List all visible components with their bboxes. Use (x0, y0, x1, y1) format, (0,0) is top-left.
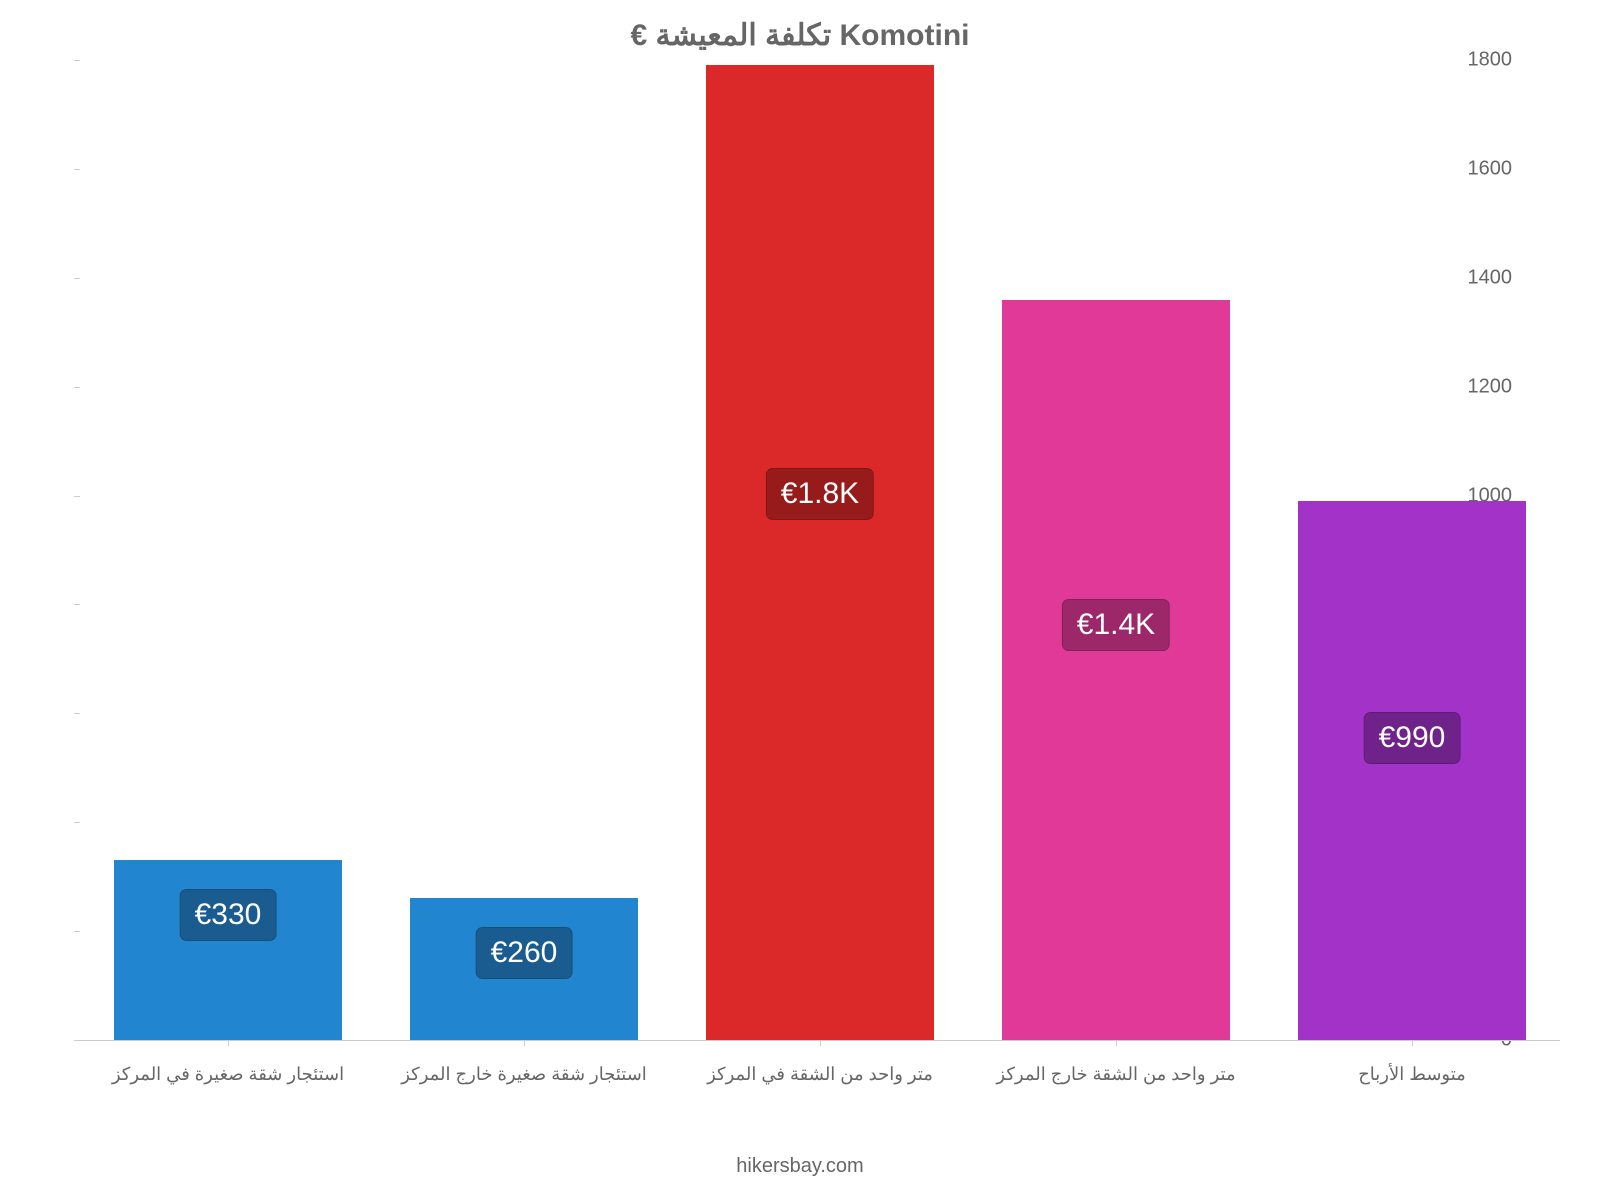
bars-group (80, 60, 1560, 1040)
bar-value-label: €990 (1364, 712, 1461, 764)
x-axis-label: استئجار شقة صغيرة خارج المركز (401, 1064, 647, 1085)
chart-title: € تكلفة المعيشة Komotini (0, 18, 1600, 53)
x-tick-mark (228, 1040, 229, 1046)
bar-value-label: €260 (476, 927, 573, 979)
attribution-text: hikersbay.com (0, 1155, 1600, 1178)
bar (1002, 300, 1230, 1040)
plot-area (80, 60, 1560, 1040)
bar (1298, 501, 1526, 1040)
chart-container: € تكلفة المعيشة Komotini 020040060080010… (0, 0, 1600, 1200)
x-tick-mark (1412, 1040, 1413, 1046)
x-axis-label: استئجار شقة صغيرة في المركز (112, 1064, 344, 1085)
x-axis-label: متر واحد من الشقة في المركز (707, 1064, 933, 1085)
bar (114, 860, 342, 1040)
bar-value-label: €330 (180, 889, 277, 941)
x-axis-label: متوسط الأرباح (1358, 1064, 1466, 1085)
x-tick-mark (820, 1040, 821, 1046)
x-axis-label: متر واحد من الشقة خارج المركز (996, 1064, 1235, 1085)
bar-value-label: €1.8K (766, 468, 874, 520)
x-tick-mark (524, 1040, 525, 1046)
x-axis-labels: استئجار شقة صغيرة في المركز استئجار شقة ص… (80, 1050, 1560, 1110)
x-tick-mark (1116, 1040, 1117, 1046)
bar-value-label: €1.4K (1062, 599, 1170, 651)
bar (706, 65, 934, 1040)
